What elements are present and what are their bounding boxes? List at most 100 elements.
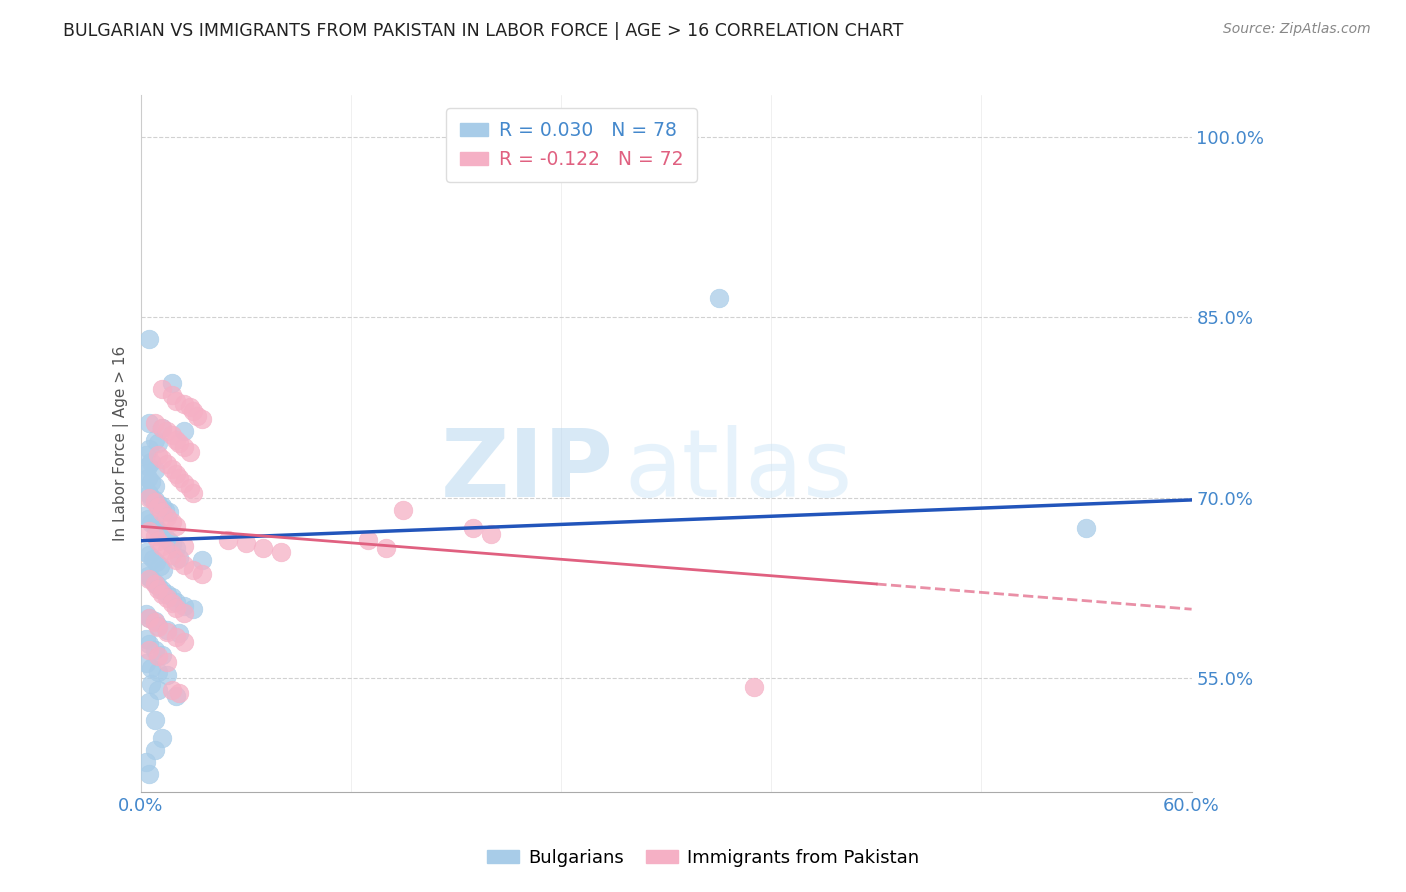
Point: [167, 471, 190, 485]
Point: [181, 485, 204, 500]
Point: [160, 388, 183, 402]
Point: [357, 533, 380, 547]
Point: [156, 425, 179, 439]
Point: [138, 487, 160, 501]
Point: [150, 499, 173, 513]
Point: [157, 533, 180, 548]
Point: [186, 409, 208, 423]
Text: BULGARIAN VS IMMIGRANTS FROM PAKISTAN IN LABOR FORCE | AGE > 16 CORRELATION CHAR: BULGARIAN VS IMMIGRANTS FROM PAKISTAN IN…: [63, 22, 904, 40]
Point: [142, 551, 165, 566]
Point: [167, 686, 190, 700]
Point: [139, 676, 162, 690]
Text: Source: ZipAtlas.com: Source: ZipAtlas.com: [1223, 22, 1371, 37]
Point: [160, 461, 183, 475]
Point: [165, 467, 187, 481]
Point: [156, 543, 179, 558]
Point: [156, 457, 179, 471]
Point: [173, 606, 195, 620]
Point: [143, 643, 166, 657]
Point: [156, 623, 179, 637]
Text: ZIP: ZIP: [440, 425, 613, 517]
Point: [138, 695, 160, 709]
Point: [146, 533, 169, 548]
Point: [160, 548, 183, 562]
Point: [139, 454, 162, 468]
Point: [135, 632, 157, 647]
Point: [146, 620, 169, 634]
Point: [138, 524, 160, 538]
Point: [135, 449, 157, 463]
Point: [156, 586, 179, 600]
Point: [146, 579, 169, 593]
Point: [156, 655, 179, 669]
Point: [143, 713, 166, 727]
Point: [135, 607, 157, 621]
Point: [143, 495, 166, 509]
Point: [160, 428, 183, 442]
Point: [392, 502, 415, 516]
Legend: Bulgarians, Immigrants from Pakistan: Bulgarians, Immigrants from Pakistan: [479, 842, 927, 874]
Point: [146, 648, 169, 663]
Point: [143, 575, 166, 590]
Point: [156, 625, 179, 640]
Point: [143, 742, 166, 756]
Point: [136, 568, 159, 582]
Point: [135, 483, 157, 498]
Point: [138, 416, 160, 430]
Point: [143, 615, 166, 630]
Point: [146, 665, 169, 679]
Point: [153, 530, 176, 544]
Point: [145, 555, 167, 569]
Point: [167, 550, 190, 565]
Point: [150, 505, 173, 519]
Point: [217, 533, 239, 547]
Point: [152, 563, 174, 577]
Point: [150, 421, 173, 435]
Point: [157, 505, 180, 519]
Point: [146, 496, 169, 510]
Point: [160, 515, 183, 529]
Point: [181, 563, 204, 577]
Point: [143, 519, 166, 533]
Point: [138, 332, 160, 346]
Point: [138, 548, 160, 562]
Point: [191, 567, 214, 582]
Point: [146, 449, 169, 463]
Point: [143, 433, 166, 447]
Point: [463, 520, 485, 534]
Point: [165, 541, 187, 555]
Point: [165, 601, 187, 615]
Point: [146, 619, 169, 633]
Point: [150, 586, 173, 600]
Point: [181, 404, 204, 418]
Point: [1076, 520, 1098, 534]
Point: [165, 519, 187, 533]
Point: [146, 523, 169, 537]
Point: [132, 508, 155, 523]
Point: [150, 526, 173, 541]
Point: [138, 766, 160, 780]
Point: [165, 394, 187, 409]
Point: [143, 492, 166, 507]
Point: [165, 433, 187, 447]
Point: [138, 610, 160, 624]
Point: [156, 591, 179, 606]
Point: [146, 682, 169, 697]
Point: [167, 626, 190, 640]
Point: [139, 572, 162, 586]
Point: [143, 478, 166, 492]
Point: [165, 689, 187, 703]
Point: [173, 440, 195, 454]
Point: [179, 445, 201, 459]
Point: [138, 442, 160, 457]
Point: [139, 475, 162, 489]
Point: [150, 383, 173, 397]
Point: [160, 590, 183, 604]
Legend: R = 0.030   N = 78, R = -0.122   N = 72: R = 0.030 N = 78, R = -0.122 N = 72: [447, 108, 696, 182]
Point: [139, 661, 162, 675]
Point: [150, 648, 173, 662]
Point: [153, 502, 176, 516]
Point: [132, 565, 155, 579]
Point: [138, 491, 160, 505]
Point: [191, 553, 214, 567]
